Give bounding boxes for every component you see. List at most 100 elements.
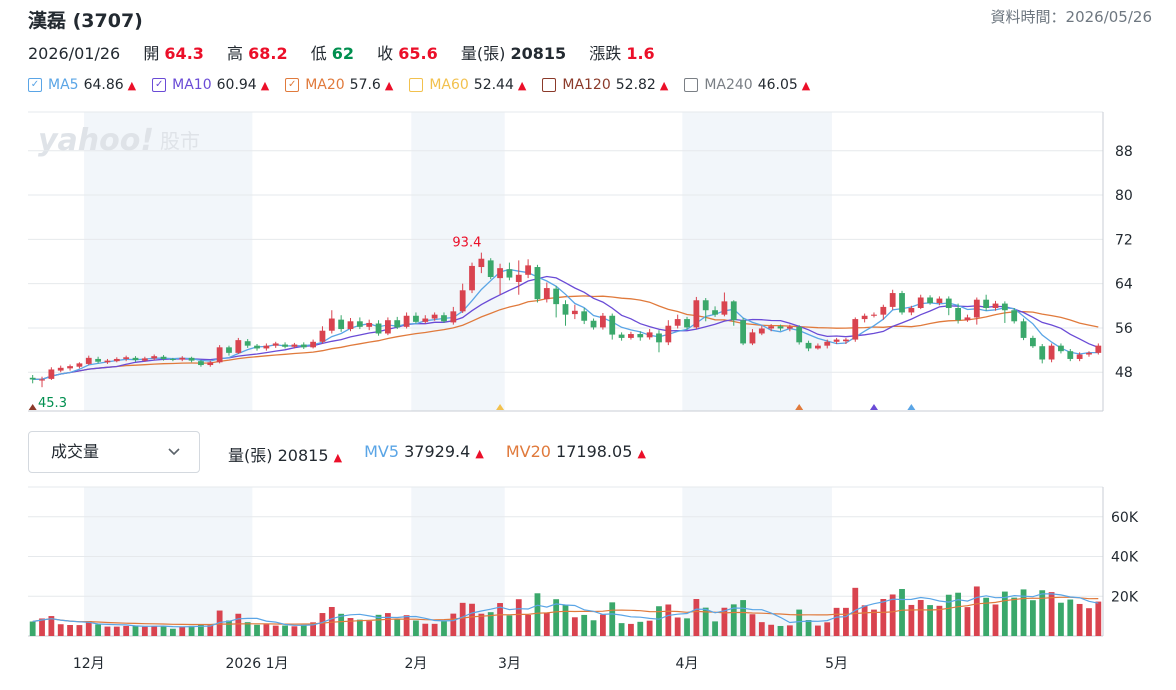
price-tick-label: 80	[1115, 188, 1133, 204]
volume-bar	[983, 597, 990, 636]
volume-bar	[394, 618, 401, 636]
signal-marker	[869, 404, 878, 410]
volume-bar	[1029, 600, 1036, 636]
volume-bar	[562, 604, 569, 636]
volume-bar	[375, 614, 382, 636]
ma-legend-item-ma120[interactable]: MA120 52.82 ▲	[542, 77, 668, 93]
volume-bar	[581, 614, 588, 636]
volume-bar	[786, 625, 793, 636]
volume-bar	[618, 623, 625, 636]
volume-bar	[730, 604, 737, 636]
candle-body	[1095, 345, 1102, 353]
candle-body	[1058, 345, 1064, 352]
volume-bar	[450, 613, 457, 636]
x-tick-label: 4月	[676, 656, 699, 672]
mv5-legend-name: MV5	[364, 442, 399, 461]
volume-bar	[384, 613, 391, 636]
volume-bar	[347, 618, 354, 636]
ma-legend-item-ma60[interactable]: MA60 52.44 ▲	[409, 77, 526, 93]
candle-body	[403, 315, 410, 327]
candle-body	[543, 288, 550, 300]
ohlc-date: 2026/01/26	[28, 44, 121, 63]
up-triangle-icon: ▲	[517, 78, 527, 92]
candle-body	[889, 293, 896, 307]
volume-bar	[179, 626, 186, 636]
volume-bar	[1020, 589, 1027, 636]
checkbox-icon[interactable]	[542, 78, 557, 92]
watermark-suffix: 股市	[160, 129, 200, 153]
candle-body	[1029, 337, 1036, 347]
volume-bar	[1058, 602, 1064, 636]
candle-body	[693, 300, 700, 328]
mv5-legend-value: 37929.4	[404, 442, 471, 461]
up-triangle-icon: ▲	[127, 78, 137, 92]
x-tick-label: 5月	[825, 656, 848, 672]
candle-body	[319, 330, 326, 342]
ma-legend-item-ma240[interactable]: MA240 46.05 ▲	[684, 77, 810, 93]
volume-bar	[254, 624, 260, 636]
candle-body	[169, 358, 176, 360]
signal-marker	[28, 404, 37, 410]
volume-bar	[1076, 603, 1083, 636]
indicator-dropdown[interactable]: 成交量	[28, 431, 200, 473]
volume-bar	[338, 613, 345, 636]
volume-bar	[656, 606, 662, 636]
candle-body	[740, 320, 747, 344]
up-triangle-icon: ▲	[637, 447, 646, 460]
ma-value: 46.05	[757, 77, 798, 93]
volume-bar	[328, 606, 335, 636]
volume-bar	[319, 613, 326, 636]
candle-body	[272, 343, 279, 346]
volume-bar	[889, 594, 896, 636]
volume-bar	[207, 625, 214, 636]
checkbox-icon[interactable]	[684, 78, 699, 92]
candle-body	[113, 358, 120, 362]
volume-bar	[29, 621, 36, 636]
up-triangle-icon: ▲	[659, 78, 669, 92]
candle-body	[384, 320, 391, 334]
candle-body	[1086, 352, 1092, 355]
candle-body	[899, 293, 905, 313]
volume-bar	[525, 614, 532, 636]
volume-legend: 量(張) 20815 ▲ MV5 37929.4 ▲ MV20 17198.05…	[228, 442, 668, 466]
candle-body	[1076, 354, 1083, 359]
volume-bar	[1011, 597, 1018, 636]
candle-body	[216, 347, 223, 363]
month-shade	[682, 112, 832, 411]
ma-legend-item-ma5[interactable]: ✓ MA5 64.86 ▲	[28, 77, 136, 93]
ma-legend: ✓ MA5 64.86 ▲ ✓ MA10 60.94 ▲ ✓ MA20 57.6 ▲ MA60 52.44…	[28, 77, 826, 93]
volume-bar	[263, 624, 270, 636]
ma-legend-item-ma10[interactable]: ✓ MA10 60.94 ▲	[152, 77, 269, 93]
candle-body	[85, 357, 92, 364]
checkbox-checked-icon[interactable]: ✓	[152, 78, 167, 92]
volume-bar	[674, 617, 681, 636]
ma-legend-item-ma20[interactable]: ✓ MA20 57.6 ▲	[285, 77, 393, 93]
checkbox-checked-icon[interactable]: ✓	[28, 78, 42, 92]
volume-tick-label: 40K	[1111, 550, 1139, 566]
min-price-label: 45.3	[38, 396, 67, 411]
up-triangle-icon: ▲	[260, 78, 270, 92]
candle-body	[207, 362, 214, 366]
candle-body	[160, 356, 167, 359]
candle-body	[413, 315, 419, 322]
volume-bar	[1086, 608, 1092, 636]
candle-body	[786, 326, 793, 329]
candle-body	[628, 334, 634, 338]
ma-name: MA5	[48, 77, 79, 93]
checkbox-icon[interactable]	[409, 78, 424, 92]
candle-body	[1020, 321, 1027, 338]
mv20-legend-name: MV20	[505, 442, 551, 461]
candle-body	[534, 267, 541, 300]
candle-body	[151, 356, 158, 359]
checkbox-checked-icon[interactable]: ✓	[285, 78, 300, 92]
volume-bar	[95, 624, 102, 636]
volume-bar	[693, 599, 700, 636]
candle-body	[553, 288, 560, 305]
ohlc-summary: 2026/01/26 開 64.3 高 68.2 低 62 收 65.6 量(張…	[28, 40, 673, 64]
volume-bar	[805, 620, 812, 636]
candle-body	[366, 322, 373, 327]
volume-bar	[67, 625, 73, 636]
up-triangle-icon: ▲	[475, 447, 484, 460]
close-value: 65.6	[398, 44, 438, 63]
candle-body	[48, 369, 55, 379]
